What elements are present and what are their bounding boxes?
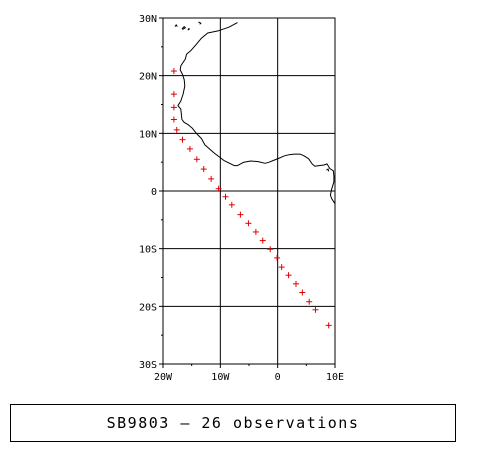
island-outline [174,24,178,27]
observation-marker [293,280,300,287]
island-outline [187,27,191,31]
lat-tick-label: 20S [139,302,157,313]
observation-marker [200,166,207,173]
observation-marker [228,201,235,208]
coastline [174,21,336,204]
observation-markers [170,68,332,329]
lat-tick-label: 10S [139,245,157,256]
observation-marker [252,228,259,235]
lat-tick-label: 30N [139,14,157,25]
observation-marker [274,254,281,261]
caption-text: SB9803 – 26 observations [106,414,360,432]
observation-marker [312,306,319,313]
observation-marker [267,246,274,253]
observation-marker [278,264,285,271]
lat-tick-label: 10N [139,129,157,140]
axis-ticks [159,17,336,368]
lat-tick-label: 30S [139,360,157,371]
lon-tick-label: 20W [154,372,173,383]
observation-marker [259,237,266,244]
observation-marker [245,220,252,227]
island-outline [198,21,202,25]
observation-marker [170,104,177,111]
caption-box: SB9803 – 26 observations [10,404,456,442]
island-outline [181,25,187,30]
observation-marker [222,193,229,200]
map-figure: 20W 10W 0 10E 30N 20N 10N 0 10S 20S 30S [139,14,344,383]
observation-marker [193,156,200,163]
observation-marker [285,272,292,279]
island-outline [326,168,330,172]
observation-marker [173,126,180,133]
observation-marker [170,91,177,98]
observation-marker [299,289,306,296]
observation-marker [186,145,193,152]
observation-marker [325,322,332,329]
observation-marker [215,185,222,192]
observation-marker [170,116,177,123]
africa-coastline [177,22,336,204]
observation-marker [179,136,186,143]
observation-marker [237,211,244,218]
axis-tick-labels: 20W 10W 0 10E 30N 20N 10N 0 10S 20S 30S [139,14,344,383]
lon-tick-label: 0 [275,372,281,383]
lat-tick-label: 0 [151,187,157,198]
lat-tick-label: 20N [139,72,157,83]
lon-tick-label: 10W [211,372,230,383]
observation-marker [306,298,313,305]
observation-marker [208,175,215,182]
lon-tick-label: 10E [326,372,344,383]
observation-marker [170,68,177,75]
